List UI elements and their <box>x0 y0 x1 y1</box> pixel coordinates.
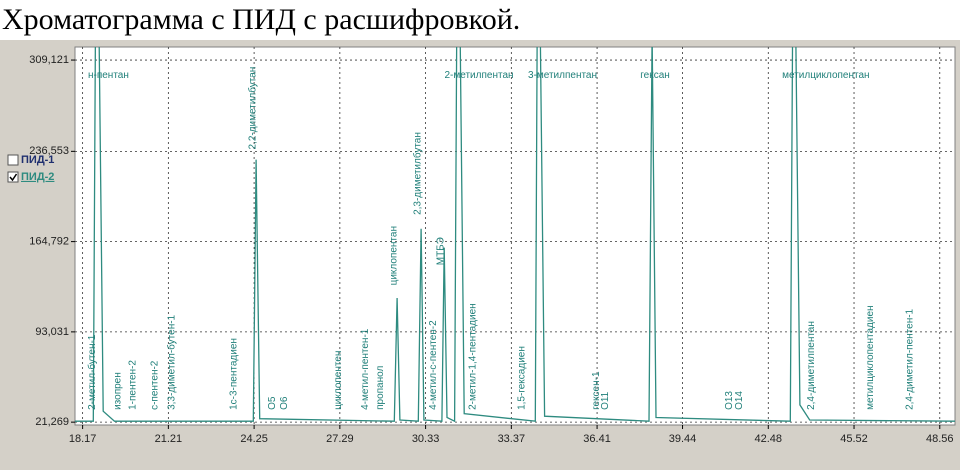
x-tick-label: 48.56 <box>926 433 954 445</box>
y-tick-label: 164,792 <box>29 236 69 248</box>
peak-label: н-пентан <box>88 70 129 81</box>
peak-label: 2,4-диметилпентан <box>806 321 817 410</box>
peak-label: гексан <box>640 70 670 81</box>
peak-label: циклопентан <box>388 226 399 285</box>
x-tick-label: 30.33 <box>412 433 440 445</box>
x-tick-label: 24.25 <box>240 433 268 445</box>
y-tick-label: 21,269 <box>35 416 69 428</box>
peak-label: 1,5-гексадиен <box>517 346 528 410</box>
x-tick-label: 18.17 <box>69 433 97 445</box>
x-tick-label: 36.41 <box>583 433 611 445</box>
x-tick-label: 45.52 <box>840 433 868 445</box>
legend-label[interactable]: ПИД-2 <box>21 171 54 183</box>
y-tick-label: 236,553 <box>29 145 69 157</box>
x-tick-label: 39.44 <box>669 433 697 445</box>
peak-label: 1с-3-пентадиен <box>229 338 240 410</box>
peak-label: 4-метил-с-пентен-2 <box>428 320 439 410</box>
peak-label: циклопентен <box>333 351 344 410</box>
peak-label: О5 <box>267 396 278 410</box>
peak-label: 2-метил-бутен-1 <box>86 334 98 410</box>
peak-label: метилциклопентан <box>782 70 869 81</box>
x-tick-label: 33.37 <box>498 433 526 445</box>
plot-area <box>74 46 956 426</box>
peak-label: 2-метил-1,4-пентадиен <box>467 303 478 410</box>
y-tick-label: 309,121 <box>29 54 69 66</box>
legend-label[interactable]: ПИД-1 <box>21 154 54 166</box>
peak-label: изопрен <box>113 372 124 410</box>
peak-label: О11 <box>600 391 611 410</box>
peak-label: О6 <box>279 396 290 410</box>
chart-title: Хроматограмма с ПИД с расшифровкой. <box>2 3 520 36</box>
legend-check <box>9 173 18 182</box>
peak-label: 4-метил-пентен-1 <box>360 328 371 410</box>
x-tick-label: 27.29 <box>326 433 354 445</box>
legend-checkbox[interactable] <box>7 171 19 183</box>
peak-label: гексен-1 <box>591 371 602 410</box>
peak-label: 2,2-диметилбутан <box>246 67 258 150</box>
plot-layer: н-пентан 2-метилпентан 3-метилпентан гексан… <box>75 47 955 423</box>
peak-label: 2,4-диметил-пентен-1 <box>905 308 916 409</box>
peak-label: с-пентен-2 <box>150 360 161 410</box>
y-tick-label: 93,031 <box>35 326 69 338</box>
legend: ПИД-1 ПИД-2 <box>7 154 54 183</box>
peak-label: МТБЭ <box>435 237 446 265</box>
peak-label: 2,3-диметилбутан <box>411 132 423 215</box>
peak-label: 3-метилпентан <box>528 70 597 81</box>
peak-label: 1-пентен-2 <box>128 360 139 410</box>
peak-label: метилциклопентадиен <box>865 305 876 409</box>
legend-checkbox[interactable] <box>7 154 19 166</box>
peak-label: 3,3-диметил-бутен-1 <box>166 314 178 409</box>
x-tick-label: 42.48 <box>755 433 783 445</box>
peak-label: О14 <box>734 391 745 410</box>
trace-line <box>75 47 955 423</box>
peak-label: пропанол <box>375 366 386 410</box>
peak-label: 2-метилпентан <box>444 70 513 81</box>
x-tick-label: 21.21 <box>155 433 183 445</box>
peak-label: О13 <box>724 391 735 410</box>
